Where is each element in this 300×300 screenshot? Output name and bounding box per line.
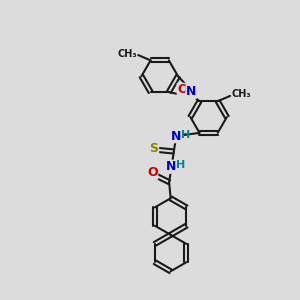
Text: O: O (177, 83, 188, 96)
Text: O: O (147, 166, 158, 179)
Text: N: N (171, 130, 181, 143)
Text: CH₃: CH₃ (117, 49, 137, 58)
Text: S: S (150, 142, 159, 155)
Text: H: H (181, 130, 190, 140)
Text: N: N (166, 160, 177, 173)
Text: N: N (186, 85, 196, 98)
Text: H: H (176, 160, 185, 170)
Text: CH₃: CH₃ (232, 89, 251, 99)
